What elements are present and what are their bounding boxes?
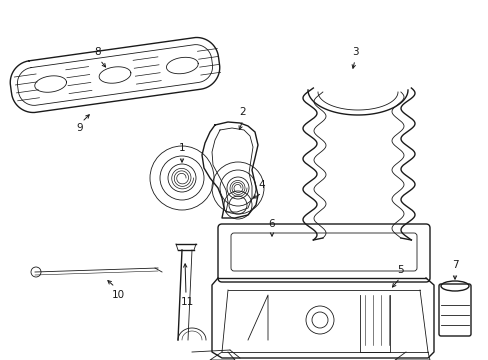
Text: 8: 8	[95, 47, 101, 57]
Text: 11: 11	[180, 297, 193, 307]
Text: 1: 1	[178, 143, 185, 153]
Text: 10: 10	[111, 290, 124, 300]
Text: 2: 2	[239, 107, 246, 117]
Text: 6: 6	[268, 219, 275, 229]
Text: 3: 3	[351, 47, 358, 57]
Text: 5: 5	[396, 265, 403, 275]
Text: 4: 4	[258, 180, 265, 190]
Text: 9: 9	[77, 123, 83, 133]
Text: 7: 7	[451, 260, 457, 270]
